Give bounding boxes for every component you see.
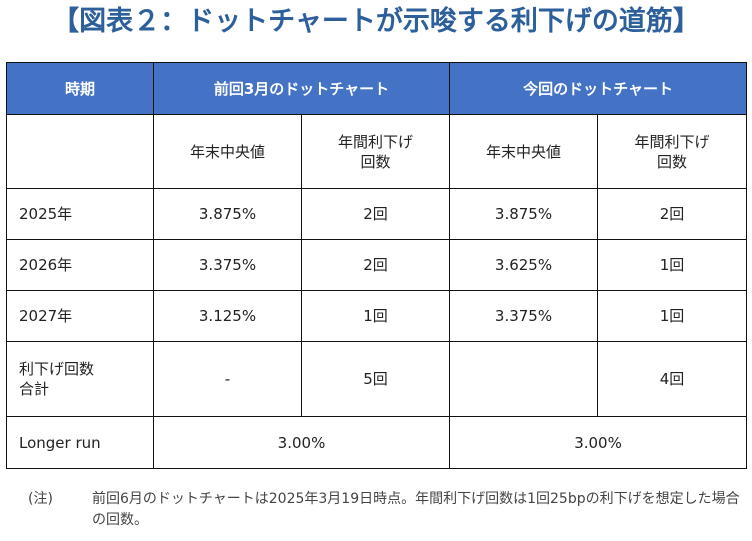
subheader-cuts-line1: 年間利下げ <box>634 132 710 151</box>
row-cur-median: 3.625% <box>449 239 599 291</box>
row-cur-cuts: 1回 <box>597 290 748 342</box>
header-previous-march: 前回3月のドットチャート <box>152 62 451 115</box>
total-cur-median <box>449 341 599 417</box>
header-current: 今回のドットチャート <box>449 62 748 115</box>
header-period: 時期 <box>6 62 154 115</box>
row-cur-cuts: 2回 <box>597 188 748 240</box>
subheader-cuts-line2: 回数 <box>360 152 391 171</box>
row-period: 2026年 <box>6 239 154 291</box>
dot-chart-table: 時期 前回3月のドットチャート 今回のドットチャート 年末中央値 年間利下げ 回… <box>6 62 748 469</box>
row-prev-cuts: 2回 <box>300 188 451 240</box>
total-cur-cuts: 4回 <box>597 341 748 417</box>
subheader-cuts-line2: 回数 <box>657 152 688 171</box>
subheader-cur-cuts: 年間利下げ 回数 <box>597 114 748 189</box>
total-label-line1: 利下げ回数 <box>19 360 95 378</box>
subheader-prev-cuts: 年間利下げ 回数 <box>300 114 451 189</box>
longer-run-row: Longer run 3.00% 3.00% <box>6 416 748 469</box>
subheader-blank <box>6 114 154 189</box>
total-prev-median: - <box>153 341 302 417</box>
subheader-cuts-line1: 年間利下げ <box>338 132 414 151</box>
row-prev-median: 3.125% <box>153 290 302 342</box>
row-prev-median: 3.875% <box>153 188 302 240</box>
subheader-cur-median: 年末中央値 <box>449 114 599 189</box>
row-cur-cuts: 1回 <box>597 239 748 291</box>
table-subheader-row: 年末中央値 年間利下げ 回数 年末中央値 年間利下げ 回数 <box>6 114 748 189</box>
longer-run-prev: 3.00% <box>152 416 451 469</box>
row-prev-cuts: 2回 <box>300 239 451 291</box>
total-row: 利下げ回数 合計 - 5回 4回 <box>6 341 748 417</box>
table-header-row: 時期 前回3月のドットチャート 今回のドットチャート <box>6 62 748 115</box>
footnote-mark: (注) <box>28 491 53 507</box>
total-label-line2: 合計 <box>19 380 50 398</box>
row-period: 2027年 <box>6 290 154 342</box>
figure-title: 【図表２：ドットチャートが示唆する利下げの道筋】 <box>52 6 700 37</box>
table-row: 2025年 3.875% 2回 3.875% 2回 <box>6 188 748 240</box>
row-prev-cuts: 1回 <box>300 290 451 342</box>
table-row: 2026年 3.375% 2回 3.625% 1回 <box>6 239 748 291</box>
row-period: 2025年 <box>6 188 154 240</box>
footnote-text: 前回6月のドットチャートは2025年3月19日時点。年間利下げ回数は1回25bp… <box>92 491 740 528</box>
row-cur-median: 3.875% <box>449 188 599 240</box>
total-prev-cuts: 5回 <box>300 341 451 417</box>
longer-run-label: Longer run <box>6 416 154 469</box>
subheader-prev-median: 年末中央値 <box>153 114 302 189</box>
row-prev-median: 3.375% <box>153 239 302 291</box>
row-cur-median: 3.375% <box>449 290 599 342</box>
longer-run-current: 3.00% <box>449 416 748 469</box>
total-label: 利下げ回数 合計 <box>6 341 154 417</box>
table-row: 2027年 3.125% 1回 3.375% 1回 <box>6 290 748 342</box>
